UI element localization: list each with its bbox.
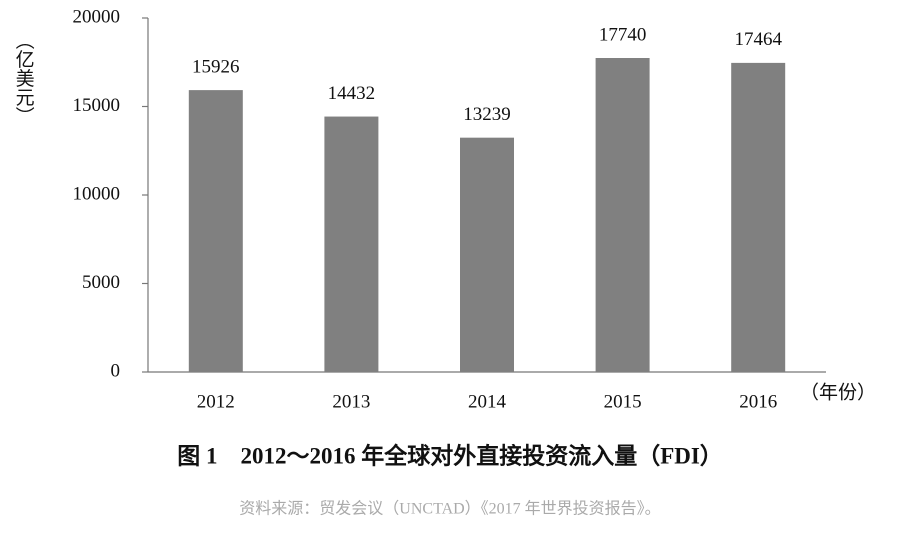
data-label: 17740 [599, 24, 647, 45]
x-tick-label: 2016 [739, 391, 777, 412]
x-tick-label: 2014 [468, 391, 507, 412]
x-tick-label: 2013 [332, 391, 370, 412]
y-tick-label: 15000 [73, 95, 121, 116]
data-label: 17464 [734, 29, 782, 50]
y-tick-label: 10000 [73, 183, 121, 204]
chart-title: 图 1 2012～2016 年全球对外直接投资流入量（FDI） [177, 442, 723, 468]
y-tick-label: 0 [111, 360, 121, 381]
y-axis-label: （亿美元） [13, 31, 35, 126]
data-label: 13239 [463, 104, 511, 125]
bar [595, 58, 650, 372]
y-tick-label: 5000 [82, 272, 120, 293]
bar [460, 137, 514, 372]
source-note: 资料来源：贸发会议（UNCTAD）《2017 年世界投资报告》。 [239, 500, 660, 518]
bar [188, 90, 243, 372]
x-tick-label: 2012 [197, 391, 235, 412]
data-label: 15926 [192, 56, 240, 77]
bar [324, 116, 379, 373]
bar [731, 62, 786, 372]
data-label: 14432 [328, 83, 376, 104]
x-axis-label: （年份） [800, 381, 876, 403]
x-tick-label: 2015 [604, 391, 642, 412]
y-tick-label: 20000 [73, 6, 121, 27]
